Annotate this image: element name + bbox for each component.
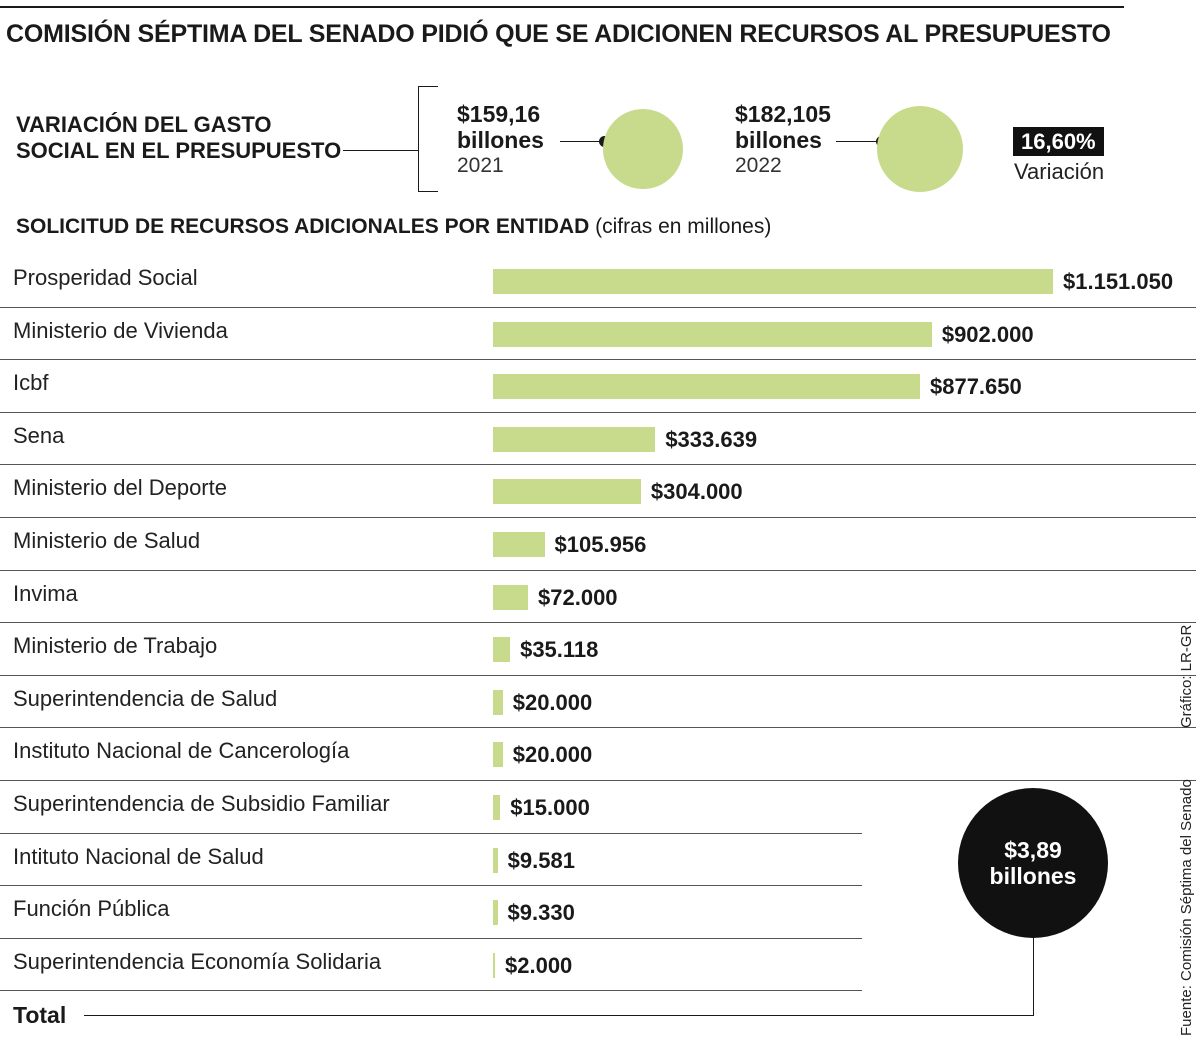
total-connector <box>1033 936 1034 1016</box>
total-circle: $3,89 billones <box>958 788 1108 938</box>
bar-label: Intituto Nacional de Salud <box>13 843 264 869</box>
chart-subtitle: (cifras en millones) <box>595 215 772 238</box>
bar-label: Sena <box>13 422 65 448</box>
bar <box>493 479 641 505</box>
bar-label: Prosperidad Social <box>13 265 198 290</box>
page-title: COMISIÓN SÉPTIMA DEL SENADO PIDIÓ QUE SE… <box>6 20 1111 48</box>
bar-value-label: $35.118 <box>520 637 599 663</box>
bar-value-label: $877.650 <box>929 374 1022 400</box>
bar <box>493 795 501 820</box>
bar-label: Instituto Nacional de Cancerología <box>13 738 350 764</box>
gasto-2022-unit: billones <box>735 127 822 153</box>
bar <box>493 952 495 978</box>
bar-label: Superintendencia Economía Solidaria <box>13 948 382 974</box>
variation-label: Variación <box>1014 159 1105 184</box>
row-divider <box>0 359 1196 361</box>
gasto-connector <box>343 150 418 151</box>
gasto-label-line2: SOCIAL EN EL PRESUPUESTO <box>16 138 342 163</box>
variation-badge: 16,60% <box>1013 127 1104 156</box>
gasto-2021-unit: billones <box>457 127 544 153</box>
bar <box>493 689 503 715</box>
row-divider <box>0 727 1196 729</box>
gasto-2022-year: 2022 <box>735 154 782 177</box>
bar-value-label: $1.151.050 <box>1063 269 1174 294</box>
gasto-2022-pointer <box>836 141 882 142</box>
row-divider <box>0 990 862 992</box>
total-line <box>84 1015 1034 1016</box>
gasto-label-line1: VARIACIÓN DEL GASTO <box>16 112 272 137</box>
top-rule <box>0 6 1124 8</box>
bar <box>493 584 529 610</box>
bar-value-label: $15.000 <box>510 795 590 820</box>
gasto-label: VARIACIÓN DEL GASTO SOCIAL EN EL PRESUPU… <box>16 112 341 164</box>
row-divider <box>0 306 1196 308</box>
row-divider <box>0 411 1196 413</box>
row-divider <box>0 464 1196 466</box>
gasto-2022-circle <box>877 106 963 192</box>
bar <box>493 426 656 452</box>
bar <box>493 900 498 926</box>
row-divider <box>0 569 1196 571</box>
row-divider <box>0 622 1196 624</box>
bar-value-label: $9.330 <box>507 900 575 926</box>
bar-value-label: $2.000 <box>505 952 573 978</box>
row-divider <box>0 674 1196 676</box>
bar-label: Superintendencia de Salud <box>13 685 278 711</box>
bar-value-label: $105.956 <box>554 532 647 557</box>
row-divider <box>0 885 862 887</box>
gasto-2022-amount: $182,105 <box>735 101 831 127</box>
row-divider <box>0 517 1196 518</box>
bar-label: Invima <box>13 580 78 606</box>
bar-label: Icbf <box>13 370 49 396</box>
bar <box>493 269 1053 294</box>
bar-label: Ministerio del Deporte <box>13 475 227 501</box>
bar-value-label: $9.581 <box>507 847 575 873</box>
bar <box>493 532 545 557</box>
credit-fuente: Fuente: Comisión Séptima del Senado <box>1178 779 1195 1036</box>
bar <box>493 637 511 663</box>
bar-label: Ministerio de Trabajo <box>13 633 218 659</box>
bar <box>493 742 503 768</box>
bar-value-label: $72.000 <box>538 584 618 610</box>
gasto-2021-amount: $159,16 <box>457 101 541 127</box>
row-divider <box>0 937 862 939</box>
gasto-2021-pointer <box>560 141 606 142</box>
total-label: Total <box>13 1002 67 1028</box>
gasto-2021-year: 2021 <box>457 154 504 177</box>
chart-title: SOLICITUD DE RECURSOS ADICIONALES POR EN… <box>16 215 771 239</box>
bar <box>493 321 932 347</box>
total-unit: billones <box>989 863 1077 889</box>
bar-label: Superintendencia de Subsidio Familiar <box>13 791 390 816</box>
chart-title-text: SOLICITUD DE RECURSOS ADICIONALES POR EN… <box>16 215 590 238</box>
bar-value-label: $304.000 <box>650 479 743 505</box>
gasto-2021-circle <box>603 109 683 189</box>
gasto-2021: $159,16 billones 2021 <box>457 101 544 179</box>
gasto-bracket-bottom <box>418 191 438 192</box>
bar <box>493 847 498 873</box>
gasto-2022: $182,105 billones 2022 <box>735 101 831 179</box>
gasto-bracket-top <box>418 86 438 87</box>
bar-value-label: $902.000 <box>941 321 1034 347</box>
gasto-bracket <box>418 86 419 192</box>
bar-value-label: $20.000 <box>512 742 593 768</box>
bar-label: Función Pública <box>13 896 170 922</box>
bar <box>493 374 920 400</box>
bar-value-label: $20.000 <box>512 689 593 715</box>
row-divider <box>0 832 862 834</box>
row-divider <box>0 780 1196 781</box>
total-amount: $3,89 <box>1004 837 1062 863</box>
bar-label: Ministerio de Salud <box>13 528 201 553</box>
credit-grafico: Gráfico: LR-GR <box>1178 624 1195 728</box>
bar-label: Ministerio de Vivienda <box>13 317 228 343</box>
bar-value-label: $333.639 <box>665 426 758 452</box>
